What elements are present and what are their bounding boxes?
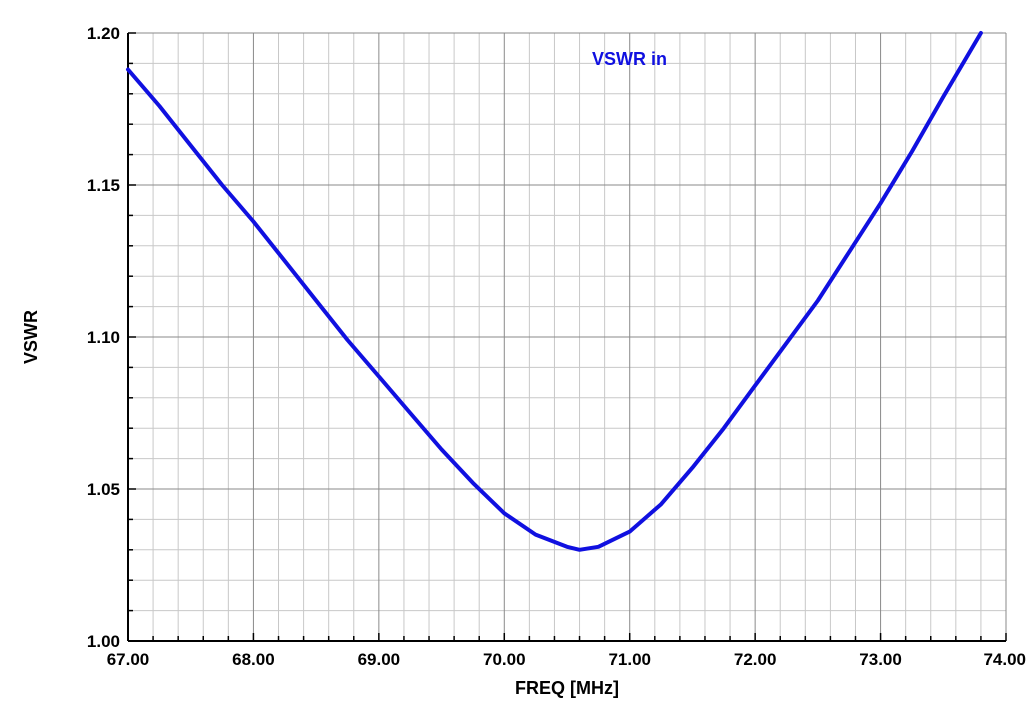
y-axis-label: VSWR: [21, 310, 41, 364]
x-tick-label: 70.00: [483, 650, 526, 669]
axes: [127, 32, 1007, 642]
y-tick-label: 1.00: [87, 632, 120, 651]
x-tick-label: 68.00: [232, 650, 275, 669]
x-tick-label: 74.00: [983, 650, 1026, 669]
legend-series-label: VSWR in: [592, 49, 667, 69]
y-tick-labels: 1.00 1.05 1.10 1.15 1.20: [87, 24, 120, 651]
x-tick-label: 73.00: [859, 650, 902, 669]
x-tick-labels: 67.00 68.00 69.00 70.00 71.00 72.00 73.00 74.00: [107, 650, 1026, 669]
x-tick-label: 69.00: [358, 650, 401, 669]
series-line-vswr-in: [126, 31, 983, 552]
y-tick-label: 1.15: [87, 176, 120, 195]
y-tick-label: 1.05: [87, 480, 120, 499]
y-tick-label: 1.10: [87, 328, 120, 347]
x-tick-label: 67.00: [107, 650, 150, 669]
x-tick-label: 71.00: [608, 650, 651, 669]
series-layer: [126, 31, 983, 552]
x-tick-label: 72.00: [734, 650, 777, 669]
y-tick-label: 1.20: [87, 24, 120, 43]
x-axis-label: FREQ [MHz]: [515, 678, 619, 698]
